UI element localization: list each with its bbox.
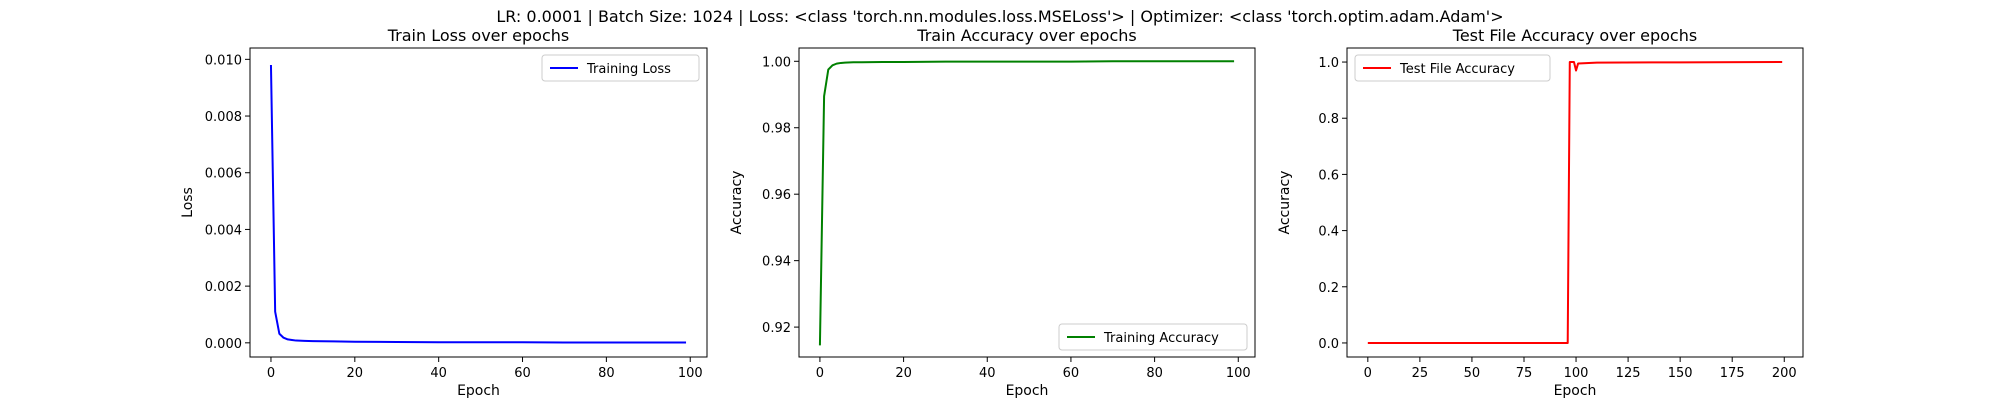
x-tick-label-test: 175 <box>1720 366 1745 381</box>
chart-title-loss: Train Loss over epochs <box>387 26 569 45</box>
y-tick-label-accuracy: 0.94 <box>762 255 791 270</box>
y-axis-label-accuracy: Accuracy <box>729 171 745 235</box>
x-tick-label-test: 100 <box>1564 366 1589 381</box>
chart-accuracy: 0 20 40 60 80 100 0.92 0.94 0.96 0.98 1.00 Train Ac… <box>729 26 1256 399</box>
x-tick-label-loss: 0 <box>267 366 275 381</box>
x-tick-label-accuracy: 40 <box>979 366 996 381</box>
y-tick-label-loss: 0.004 <box>205 223 242 238</box>
y-tick-label-loss: 0.002 <box>205 280 242 295</box>
chart-loss: 0 20 40 60 80 100 0.000 0.002 0.004 0.006 0.008 0.0… <box>180 26 708 399</box>
x-axis-label-test: Epoch <box>1554 383 1597 399</box>
x-tick-label-test: 200 <box>1772 366 1797 381</box>
y-tick-label-test: 0.6 <box>1318 168 1339 183</box>
x-axis-label-accuracy: Epoch <box>1006 383 1049 399</box>
series-line-accuracy <box>818 60 1235 346</box>
axes-frame-loss <box>249 47 708 358</box>
plots: 0 20 40 60 80 1000.0000.0020.0040.0060.0080.0… <box>180 26 1804 399</box>
y-tick-label-loss: 0.006 <box>205 167 242 182</box>
y-tick-label-accuracy: 0.96 <box>762 188 791 203</box>
y-axis-label-loss: Loss <box>180 187 196 218</box>
axes-frame-test <box>1346 47 1804 358</box>
series-line-loss <box>269 64 687 344</box>
x-axis-label-loss: Epoch <box>457 383 500 399</box>
x-tick-label-test: 50 <box>1464 366 1481 381</box>
x-tick-label-test: 0 <box>1364 366 1372 381</box>
x-tick-label-loss: 20 <box>347 366 364 381</box>
x-tick-label-accuracy: 60 <box>1063 366 1080 381</box>
legend-loss: Training Loss <box>541 54 700 82</box>
x-tick-label-loss: 80 <box>598 366 615 381</box>
x-tick-label-test: 25 <box>1412 366 1429 381</box>
x-tick-label-test: 125 <box>1616 366 1641 381</box>
y-tick-label-test: 0.4 <box>1318 225 1339 240</box>
chart-title-accuracy: Train Accuracy over epochs <box>916 26 1136 45</box>
x-tick-label-loss: 100 <box>678 366 703 381</box>
legend-box-accuracy <box>1058 323 1248 351</box>
figure-suptitle: LR: 0.0001 | Batch Size: 1024 | Loss: <c… <box>496 7 1503 26</box>
x-tick-label-accuracy: 80 <box>1146 366 1163 381</box>
legend-box-test <box>1354 54 1551 82</box>
series-line-test <box>1367 61 1783 344</box>
y-tick-label-test: 1.0 <box>1318 56 1339 71</box>
legend-label-test: Test File Accuracy <box>1399 62 1515 77</box>
x-tick-label-test: 75 <box>1516 366 1533 381</box>
legend-box-loss <box>541 54 700 82</box>
x-tick-label-test: 150 <box>1668 366 1693 381</box>
y-tick-label-accuracy: 1.00 <box>762 55 791 70</box>
y-tick-label-accuracy: 0.92 <box>762 321 791 336</box>
x-tick-label-loss: 60 <box>514 366 531 381</box>
x-tick-label-accuracy: 20 <box>895 366 912 381</box>
y-tick-label-loss: 0.010 <box>205 53 242 68</box>
legend-test: Test File Accuracy <box>1354 54 1551 82</box>
y-tick-label-accuracy: 0.98 <box>762 122 791 137</box>
legend-label-loss: Training Loss <box>586 62 671 77</box>
legend-accuracy: Training Accuracy <box>1058 323 1248 351</box>
y-tick-label-test: 0.8 <box>1318 112 1339 127</box>
chart-test: 0 25 50 75 100 125 150 175 200 0.0 0.2 0.4 0.6 0.8 1.0… <box>1277 26 1804 399</box>
chart-title-test: Test File Accuracy over epochs <box>1452 26 1697 45</box>
x-tick-label-accuracy: 0 <box>816 366 824 381</box>
y-tick-label-loss: 0.000 <box>205 337 242 352</box>
axes-frame-accuracy <box>798 47 1256 358</box>
y-tick-label-test: 0.0 <box>1318 337 1339 352</box>
legend-label-accuracy: Training Accuracy <box>1103 331 1219 346</box>
x-tick-label-loss: 40 <box>430 366 447 381</box>
x-tick-label-accuracy: 100 <box>1226 366 1251 381</box>
y-tick-label-loss: 0.008 <box>205 110 242 125</box>
y-axis-label-test: Accuracy <box>1277 171 1293 235</box>
y-tick-label-test: 0.2 <box>1318 281 1339 296</box>
